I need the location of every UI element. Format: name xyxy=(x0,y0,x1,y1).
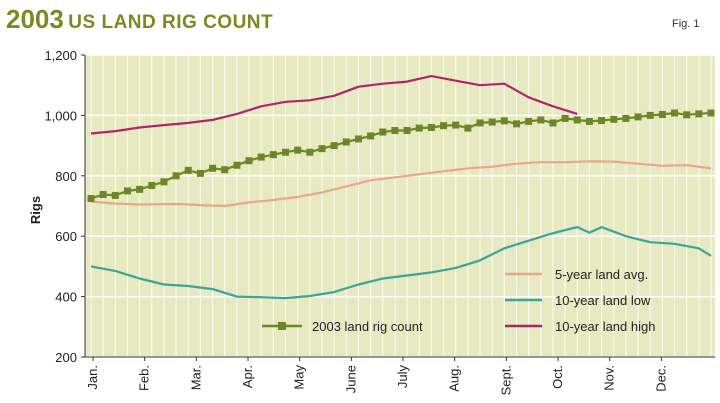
data-point xyxy=(342,138,350,146)
x-tick-label: May xyxy=(292,365,307,390)
series-line-high xyxy=(90,74,578,135)
legend-label-high: 10-year land high xyxy=(555,319,655,334)
data-point xyxy=(585,117,593,125)
data-point xyxy=(160,178,168,186)
y-tick-label: 1,000 xyxy=(44,108,77,123)
data-point xyxy=(148,181,156,189)
data-point xyxy=(537,116,545,124)
x-tick-label: Aug. xyxy=(447,365,462,392)
x-tick-label: Oct. xyxy=(550,365,565,389)
plot-background xyxy=(85,55,715,357)
y-tick-label: 400 xyxy=(55,290,77,305)
data-point xyxy=(452,121,460,129)
x-tick-label: Feb. xyxy=(137,365,152,391)
y-axis-label: Rigs xyxy=(28,196,43,224)
chart-title: 2003 US LAND RIG COUNT xyxy=(6,4,273,35)
x-tick-label: Jan. xyxy=(85,365,100,390)
data-point xyxy=(318,145,326,153)
data-point xyxy=(707,109,715,117)
data-point xyxy=(99,191,107,199)
data-point xyxy=(573,116,581,124)
data-point xyxy=(488,118,496,126)
data-point xyxy=(367,132,375,140)
x-tick-label: June xyxy=(343,365,358,393)
series-line-low xyxy=(90,226,712,300)
x-tick-label: July xyxy=(395,365,410,389)
data-point xyxy=(184,166,192,174)
data-point xyxy=(209,164,217,172)
data-point xyxy=(354,135,362,143)
y-tick-label: 1,200 xyxy=(44,48,77,63)
data-point xyxy=(379,128,387,136)
data-point xyxy=(403,127,411,134)
series-line-avg xyxy=(90,160,712,208)
data-point xyxy=(87,194,95,202)
data-point xyxy=(622,114,630,122)
data-point xyxy=(415,124,423,132)
data-point xyxy=(427,123,435,131)
data-point xyxy=(658,110,666,118)
data-point xyxy=(111,191,119,199)
data-point xyxy=(476,119,484,127)
data-point xyxy=(233,161,241,169)
data-point xyxy=(221,166,229,174)
x-tick-label: Sept. xyxy=(498,365,513,395)
data-point xyxy=(282,148,290,156)
legend-marker xyxy=(278,322,286,330)
x-tick-label: Dec. xyxy=(653,365,668,392)
legend-label-count: 2003 land rig count xyxy=(312,319,423,334)
data-point xyxy=(512,120,520,128)
title-text: US LAND RIG COUNT xyxy=(68,12,274,33)
data-point xyxy=(683,111,691,119)
data-point xyxy=(695,110,703,118)
x-tick-label: Apr. xyxy=(240,365,255,388)
data-point xyxy=(525,117,533,125)
y-tick-label: 200 xyxy=(55,350,77,365)
x-tick-label: Mar. xyxy=(188,365,203,390)
data-point xyxy=(440,122,448,130)
data-point xyxy=(172,172,180,180)
data-point xyxy=(330,142,338,150)
title-year: 2003 xyxy=(6,4,64,34)
data-point xyxy=(269,151,277,159)
data-point xyxy=(294,146,302,154)
data-point xyxy=(598,117,606,125)
y-tick-label: 600 xyxy=(55,229,77,244)
x-tick-label: Nov. xyxy=(602,365,617,391)
data-point xyxy=(136,185,144,193)
data-point xyxy=(245,157,253,165)
data-point xyxy=(464,124,472,132)
figure-label: Fig. 1 xyxy=(672,18,700,30)
data-point xyxy=(500,117,508,125)
data-point xyxy=(257,153,265,161)
data-point xyxy=(671,109,679,117)
data-point xyxy=(306,148,314,156)
data-point xyxy=(123,187,131,195)
y-tick-label: 800 xyxy=(55,169,77,184)
data-point xyxy=(196,169,204,177)
legend-label-avg: 5-year land avg. xyxy=(555,267,648,282)
data-point xyxy=(391,127,399,134)
data-point xyxy=(561,114,569,122)
data-point xyxy=(634,113,642,121)
legend-label-low: 10-year land low xyxy=(555,293,651,308)
data-point xyxy=(610,115,618,123)
series-line-count xyxy=(90,111,712,200)
data-point xyxy=(549,119,557,127)
data-point xyxy=(646,111,654,119)
